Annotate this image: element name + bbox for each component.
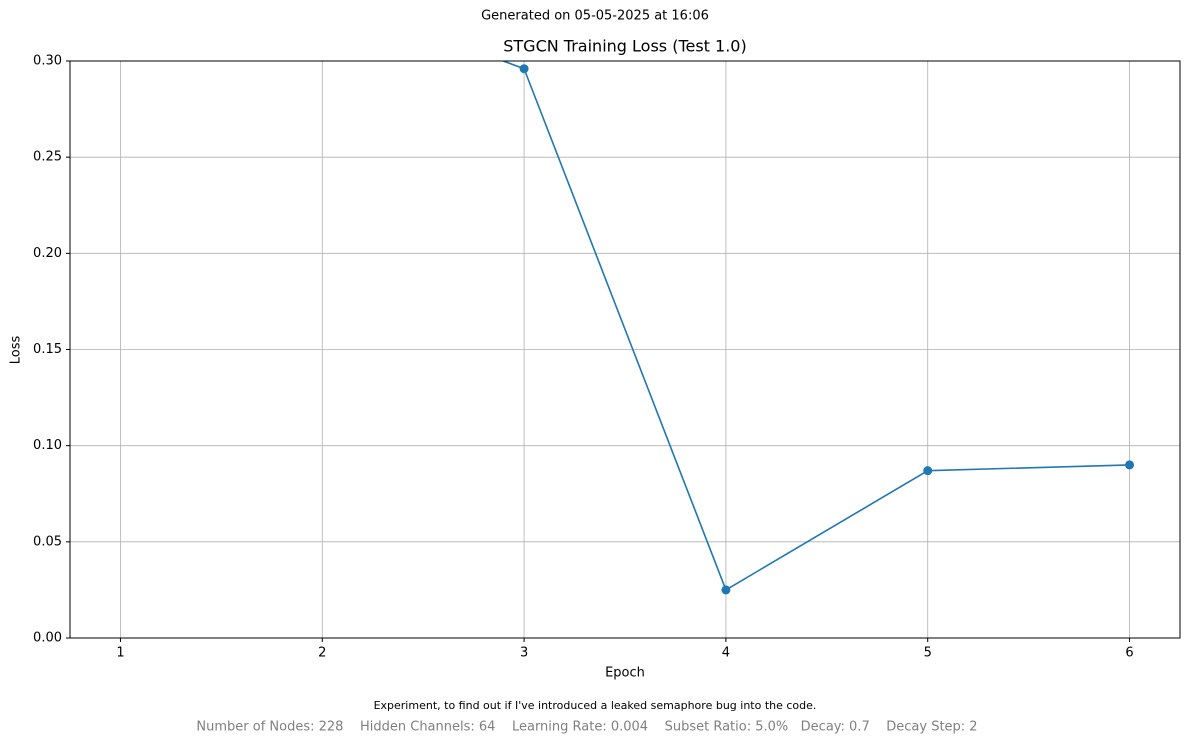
footnote: Experiment, to find out if I've introduc… bbox=[374, 699, 817, 712]
marker bbox=[721, 585, 731, 595]
parameters: Number of Nodes: 228 Hidden Channels: 64… bbox=[196, 720, 977, 735]
suptitle: Generated on 05-05-2025 at 16:06 bbox=[481, 9, 709, 24]
y-tick-label: 0.20 bbox=[33, 246, 62, 261]
ticks: 0.00 0.05 0.10 0.15 0.20 0.25 0.30 1 2 3 4 5 6 bbox=[33, 54, 1134, 661]
y-tick-label: 0.10 bbox=[33, 438, 62, 453]
y-tick-label: 0.30 bbox=[33, 54, 62, 69]
y-tick-label: 0.25 bbox=[33, 150, 62, 165]
marker bbox=[923, 466, 933, 476]
y-axis-label: Loss bbox=[9, 336, 24, 365]
y-tick-label: 0.05 bbox=[33, 534, 62, 549]
x-tick-label: 6 bbox=[1125, 646, 1133, 661]
chart-title: STGCN Training Loss (Test 1.0) bbox=[503, 37, 746, 56]
x-axis-label: Epoch bbox=[605, 666, 645, 681]
x-tick-label: 5 bbox=[924, 646, 932, 661]
x-tick-label: 4 bbox=[722, 646, 730, 661]
marker bbox=[519, 64, 529, 74]
y-tick-label: 0.15 bbox=[33, 342, 62, 357]
marker bbox=[1125, 460, 1135, 470]
plot-area bbox=[501, 61, 1135, 595]
x-tick-label: 2 bbox=[318, 646, 326, 661]
grid bbox=[70, 60, 1180, 639]
x-tick-label: 1 bbox=[116, 646, 124, 661]
y-tick-label: 0.00 bbox=[33, 631, 62, 646]
x-tick-label: 3 bbox=[520, 646, 528, 661]
